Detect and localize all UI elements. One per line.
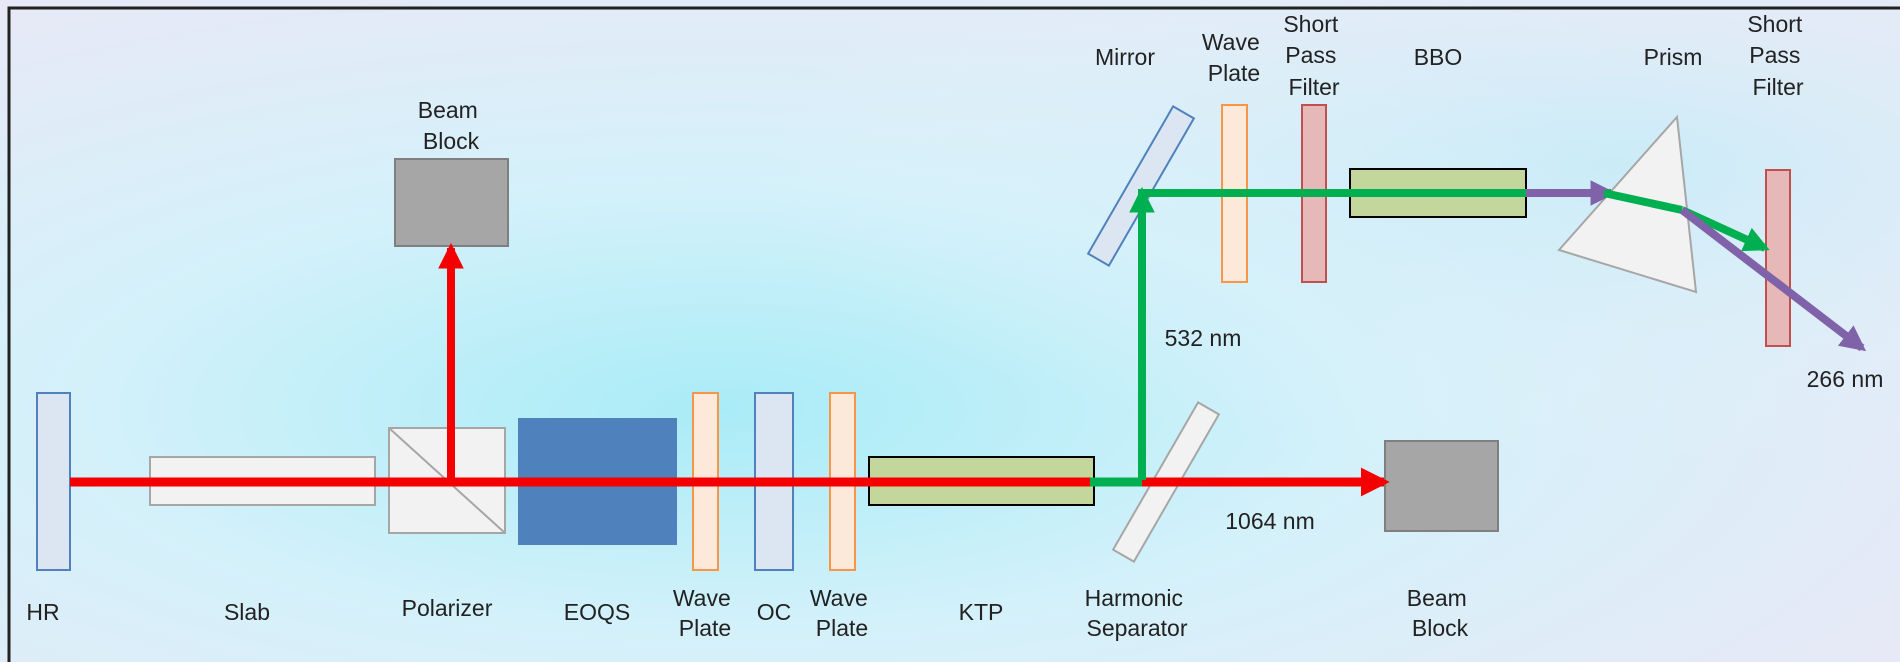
label-oc: OC	[757, 599, 792, 625]
beam-266-after-prism	[1679, 206, 1867, 352]
label-ktp: KTP	[959, 599, 1004, 625]
label-wave-plate-1: Wave Plate	[673, 585, 737, 641]
frame-border	[7, 6, 1900, 662]
label-slab: Slab	[224, 599, 270, 625]
label-wavelength-1064: 1064 nm	[1225, 508, 1315, 534]
label-harmonic-separator: Harmonic Separator	[1085, 585, 1190, 641]
label-beam-block-top: Beam Block	[418, 97, 484, 154]
label-mirror: Mirror	[1095, 44, 1155, 70]
label-wavelength-266: 266 nm	[1807, 366, 1884, 392]
beam-532-in-prism	[1603, 189, 1683, 214]
prism	[1557, 114, 1698, 294]
label-wave-plate-2: Wave Plate	[810, 585, 874, 641]
label-prism: Prism	[1644, 44, 1703, 70]
label-short-pass-filter-1: Short Pass Filter	[1283, 11, 1344, 100]
label-hr: HR	[26, 599, 59, 625]
label-polarizer: Polarizer	[402, 595, 493, 621]
beam-block-top	[394, 158, 509, 247]
label-bbo: BBO	[1414, 44, 1463, 70]
short-pass-filter-2	[1765, 169, 1791, 347]
label-wave-plate-3: Wave Plate	[1202, 29, 1266, 86]
label-beam-block-bottom: Beam Block	[1407, 585, 1473, 641]
label-short-pass-filter-2: Short Pass Filter	[1747, 11, 1808, 100]
hr-mirror	[36, 392, 71, 571]
label-wavelength-532: 532 nm	[1165, 325, 1242, 351]
beam-block-bottom	[1384, 440, 1499, 532]
label-eoqs: EOQS	[564, 599, 630, 625]
